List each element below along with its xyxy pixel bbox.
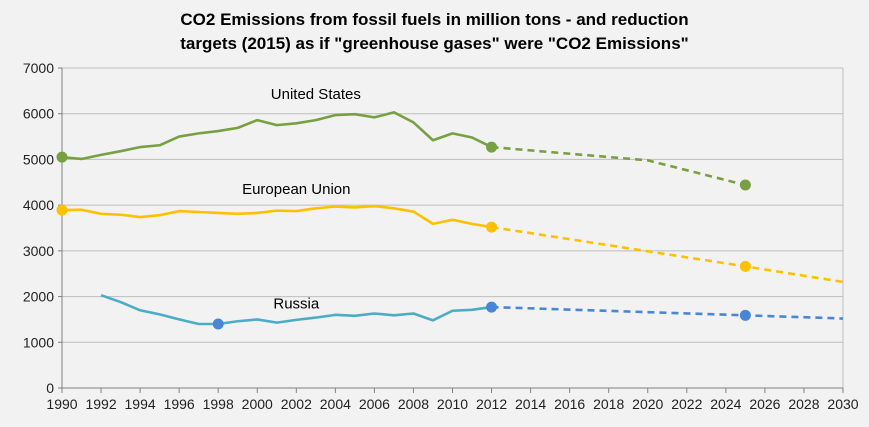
chart-title-line-2: targets (2015) as if "greenhouse gases" … xyxy=(180,34,689,53)
x-tick-label-2016: 2016 xyxy=(554,396,585,412)
united-states-marker-1990 xyxy=(56,151,68,163)
x-tick-label-1992: 1992 xyxy=(85,396,116,412)
x-tick-label-2024: 2024 xyxy=(710,396,741,412)
x-tick-label-2022: 2022 xyxy=(671,396,702,412)
y-tick-label-0: 0 xyxy=(46,380,54,396)
united-states-marker-2012 xyxy=(486,141,498,153)
chart-title: CO2 Emissions from fossil fuels in milli… xyxy=(0,8,869,56)
x-tick-label-2020: 2020 xyxy=(632,396,663,412)
united-states-target-line xyxy=(491,145,746,187)
y-tick-label-6000: 6000 xyxy=(23,106,54,122)
x-tick-label-1996: 1996 xyxy=(164,396,195,412)
russia-label: Russia xyxy=(273,295,320,312)
y-tick-label-4000: 4000 xyxy=(23,197,54,213)
x-tick-label-2010: 2010 xyxy=(437,396,468,412)
x-tick-label-1994: 1994 xyxy=(125,396,156,412)
x-tick-label-2008: 2008 xyxy=(398,396,429,412)
x-tick-label-2030: 2030 xyxy=(827,396,858,412)
x-tick-label-2002: 2002 xyxy=(281,396,312,412)
x-tick-label-2014: 2014 xyxy=(515,396,546,412)
x-tick-label-2012: 2012 xyxy=(476,396,507,412)
chart-title-line-1: CO2 Emissions from fossil fuels in milli… xyxy=(180,10,689,29)
y-tick-label-5000: 5000 xyxy=(23,151,54,167)
x-tick-label-2018: 2018 xyxy=(593,396,624,412)
european-union-label: European Union xyxy=(242,181,350,198)
y-tick-label-1000: 1000 xyxy=(23,334,54,350)
russia-marker-2012 xyxy=(486,301,498,313)
united-states-marker-2025 xyxy=(739,179,751,191)
european-union-line xyxy=(61,204,492,229)
x-tick-label-1998: 1998 xyxy=(203,396,234,412)
x-tick-label-1990: 1990 xyxy=(46,396,77,412)
y-tick-label-2000: 2000 xyxy=(23,289,54,305)
european-union-marker-2025 xyxy=(739,260,751,272)
united-states-line xyxy=(61,111,493,161)
y-tick-label-3000: 3000 xyxy=(23,243,54,259)
x-tick-label-2028: 2028 xyxy=(788,396,819,412)
european-union-target-line xyxy=(491,225,844,284)
russia-target-line xyxy=(491,305,844,320)
european-union-marker-1990 xyxy=(56,204,68,216)
x-tick-label-2026: 2026 xyxy=(749,396,780,412)
united-states-label: United States xyxy=(271,86,361,103)
x-tick-label-2004: 2004 xyxy=(320,396,351,412)
russia-marker-2025 xyxy=(739,309,751,321)
y-tick-label-7000: 7000 xyxy=(23,60,54,76)
russia-line xyxy=(100,293,492,326)
european-union-marker-2012 xyxy=(486,221,498,233)
russia-marker-1998 xyxy=(212,318,224,330)
x-tick-label-2000: 2000 xyxy=(242,396,273,412)
x-tick-label-2006: 2006 xyxy=(359,396,390,412)
